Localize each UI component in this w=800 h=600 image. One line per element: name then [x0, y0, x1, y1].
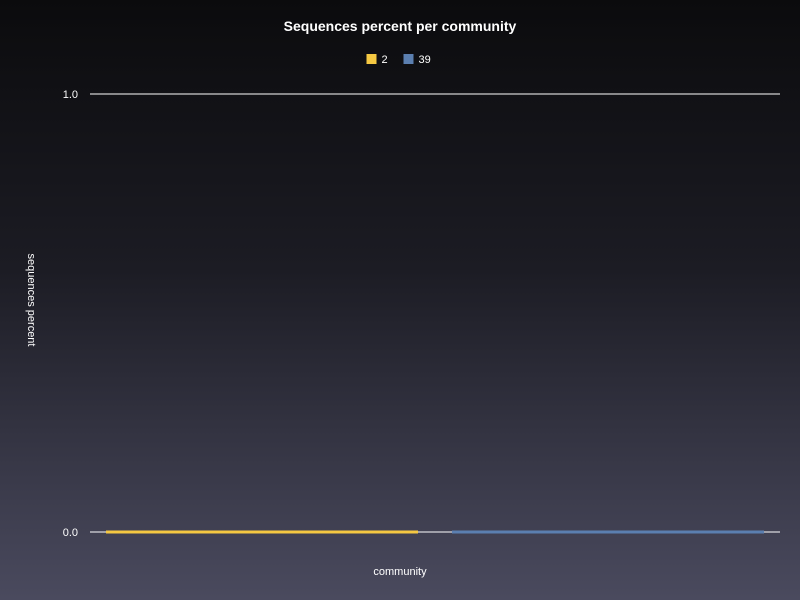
legend-label-2: 2: [382, 54, 388, 66]
legend-label-39: 39: [419, 54, 431, 66]
chart-legend: 2 39: [366, 54, 431, 66]
x-axis-label: community: [373, 566, 427, 578]
y-tick-label: 0.0: [63, 527, 78, 539]
legend-swatch-39: [403, 54, 414, 64]
bars-group: [106, 530, 764, 534]
legend-swatch-2: [366, 54, 377, 64]
y-tick-label: 1.0: [63, 89, 78, 101]
chart-title: Sequences percent per community: [284, 18, 517, 34]
y-axis-ticks: 0.0 1.0: [63, 89, 78, 539]
bar-series-39: [452, 530, 764, 534]
y-axis-label: sequences percent: [25, 254, 37, 347]
bar-series-2: [106, 530, 418, 534]
y-gridlines: [90, 93, 780, 533]
